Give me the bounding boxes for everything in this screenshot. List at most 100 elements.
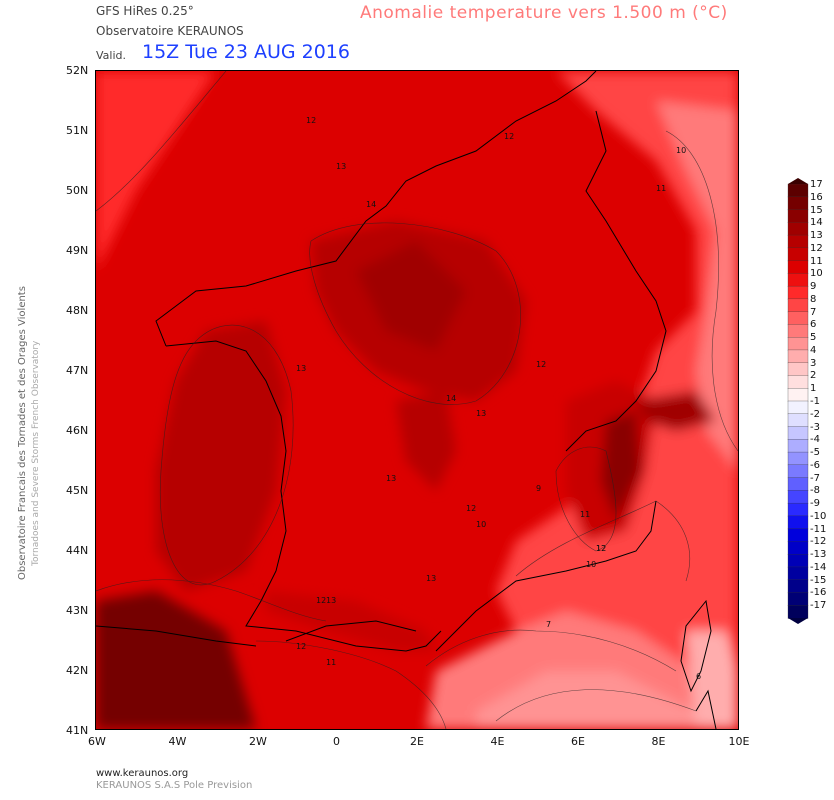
scale-bottom-arrow [788, 618, 808, 624]
coastlines-borders [96, 71, 717, 729]
scale-swatch [787, 579, 809, 594]
contour-label: 13 [386, 474, 396, 483]
scale-label: -14 [810, 561, 827, 573]
contour-label: 11 [326, 658, 336, 667]
scale-label: -17 [810, 600, 827, 612]
scale-label: 7 [810, 306, 817, 318]
lon-label: 0 [333, 735, 340, 748]
scale-label: 16 [810, 191, 823, 203]
scale-label: 2 [810, 370, 817, 382]
scale-swatch [787, 439, 809, 453]
scale-swatch [787, 464, 809, 479]
lon-label: 6E [571, 735, 585, 748]
scale-swatch [787, 605, 809, 619]
scale-label: 15 [810, 204, 823, 216]
contour-lines [96, 71, 738, 729]
lon-label: 4W [168, 735, 187, 748]
contour-label: 7 [546, 620, 551, 629]
contour-label: 12 [306, 116, 316, 125]
contour-label: 13 [336, 162, 346, 171]
contour-label: 12 [504, 132, 514, 141]
scale-label: 3 [810, 357, 817, 369]
scale-label: -6 [810, 459, 820, 471]
contour-label: 9 [536, 484, 541, 493]
lat-label: 48N [66, 304, 89, 317]
contour-label: 13 [326, 596, 336, 605]
scale-label: -9 [810, 498, 820, 510]
scale-label: -11 [810, 523, 827, 535]
scale-label: 11 [810, 255, 823, 267]
scale-label: -15 [810, 574, 827, 586]
scale-swatch [787, 426, 809, 440]
lat-label: 41N [66, 724, 89, 737]
contour-label: 12 [296, 642, 306, 651]
contour-label: 13 [426, 574, 436, 583]
scale-label: 9 [810, 281, 817, 293]
contour-label: 11 [656, 184, 666, 193]
contour-label: 14 [366, 200, 376, 209]
lat-label: 50N [66, 184, 89, 197]
scale-swatch [787, 451, 809, 466]
map-canvas: 1212131413131413121011121312111312111210… [96, 71, 738, 729]
scale-swatch [787, 554, 809, 568]
scale-label: -16 [810, 587, 827, 599]
company-label: KERAUNOS S.A.S Pole Prevision [96, 780, 253, 791]
scale-swatch [787, 362, 809, 377]
lon-label: 6W [88, 735, 106, 748]
scale-swatch [787, 528, 809, 543]
scale-label: 17 [810, 179, 823, 190]
scale-swatch [787, 209, 809, 223]
scale-label: -7 [810, 472, 820, 484]
scale-label: 4 [810, 344, 817, 356]
scale-swatch [787, 247, 809, 262]
lon-label: 4E [490, 735, 505, 748]
scale-swatch [787, 273, 809, 287]
contour-label: 14 [446, 394, 456, 403]
scale-label: 8 [810, 293, 817, 305]
scale-swatch [787, 388, 809, 402]
scale-swatch [787, 490, 809, 504]
scale-swatch [787, 222, 809, 236]
scale-swatch [787, 400, 809, 415]
anomaly-map: 12 12 13 14 13 13 14 13 12 10 11 12 13 12 11 13 12 11 12 10… [95, 70, 739, 730]
lat-label: 44N [66, 544, 89, 557]
scale-swatch [787, 349, 809, 364]
color-scale [787, 178, 809, 624]
lon-label: 2E [410, 735, 424, 748]
lat-label: 49N [66, 244, 89, 257]
scale-swatch [787, 413, 809, 428]
scale-label: -4 [810, 434, 820, 446]
contour-label: 10 [676, 146, 686, 155]
scale-label: -13 [810, 549, 827, 561]
scale-swatch [787, 337, 809, 351]
scale-swatch [787, 477, 809, 492]
scale-swatch [787, 375, 809, 389]
scale-label: -1 [810, 396, 820, 407]
scale-swatch [787, 324, 809, 338]
lon-label: 8E [651, 735, 666, 748]
lon-label: 10E [728, 735, 750, 748]
lat-label: 52N [66, 64, 89, 77]
lat-label: 51N [66, 124, 89, 137]
side-credit-english: Tornadoes and Severe Storms French Obser… [31, 340, 41, 566]
lon-label: 2W [249, 735, 267, 748]
scale-swatch [787, 566, 809, 581]
lat-label: 46N [66, 424, 89, 437]
scale-label: -3 [810, 421, 820, 433]
scale-swatch [787, 260, 809, 275]
lat-label: 43N [66, 604, 89, 617]
lat-label: 47N [66, 364, 89, 377]
scale-top-arrow [788, 178, 808, 184]
contour-label: 12 [596, 544, 606, 553]
contour-label: 11 [580, 510, 590, 519]
scale-swatch [787, 234, 809, 249]
scale-label: -2 [810, 408, 820, 420]
observatory-label: Observatoire KERAUNOS [96, 24, 244, 38]
scale-swatch [787, 285, 809, 300]
contour-label: 13 [296, 364, 306, 373]
lat-label: 45N [66, 484, 89, 497]
scale-label: 12 [810, 242, 823, 254]
model-label: GFS HiRes 0.25° [96, 4, 194, 18]
scale-label: -12 [810, 536, 827, 548]
contour-labels: 1212131413131413121011121312111312111210… [296, 116, 701, 681]
